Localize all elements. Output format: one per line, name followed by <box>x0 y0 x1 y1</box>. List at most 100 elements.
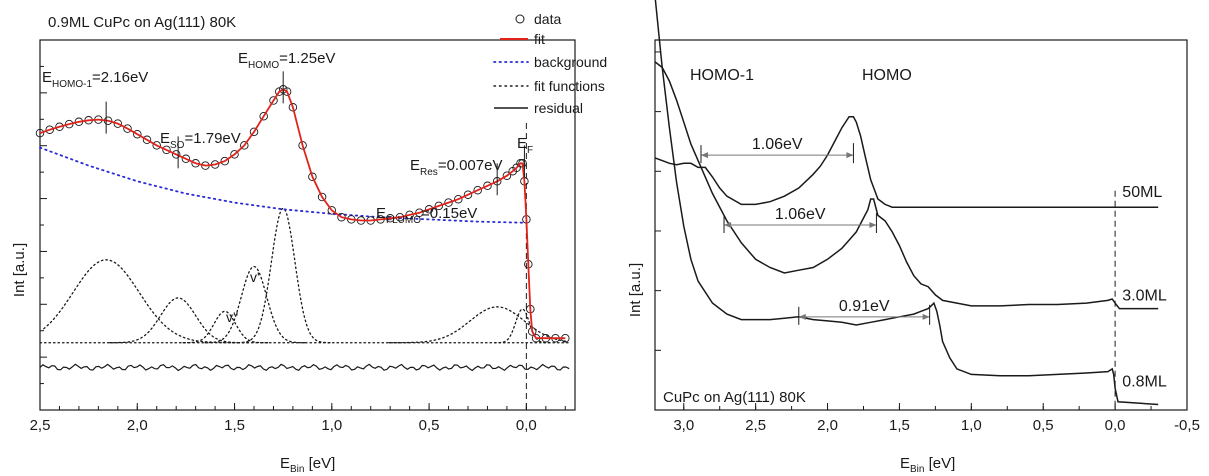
left-data-point <box>123 124 132 133</box>
left-annotation-ef: EF <box>517 135 533 156</box>
left-data-point <box>35 128 45 138</box>
right-x-tick-label: 3,0 <box>673 417 694 434</box>
right-arrow-head-right <box>869 222 877 228</box>
left-data-point <box>249 127 259 137</box>
right-chart-title: CuPc on Ag(111) 80K <box>663 389 806 406</box>
right-x-tick-label: 1,0 <box>961 417 982 434</box>
left-data-point <box>269 96 278 105</box>
right-energy-gap-label: 0.91eV <box>839 298 890 315</box>
right-energy-gap-label: 1.06eV <box>775 206 826 223</box>
left-x-tick-label: 2,5 <box>30 417 51 434</box>
right-x-tick-label: 2,0 <box>817 417 838 434</box>
left-fit-function-peak <box>202 265 306 344</box>
right-spectrum-0.8ML <box>654 0 1159 406</box>
legend-fit-label: fit <box>534 31 545 47</box>
left-data-point <box>259 111 268 121</box>
right-arrow-head-left <box>701 152 709 159</box>
right-series-label: 3.0ML <box>1122 288 1167 305</box>
right-y-ticks <box>655 51 661 351</box>
left-fit-function-peak <box>235 207 331 344</box>
left-fit-function-peak <box>42 259 240 344</box>
right-arrow-head-left <box>724 222 732 228</box>
left-x-tick-label: 0,5 <box>419 417 440 434</box>
legend-fitfunctions-label: fit functions <box>534 78 605 94</box>
left-fit-function-peak <box>181 310 269 344</box>
left-data-point <box>298 141 307 150</box>
right-x-axis-label: EBin [eV] <box>900 455 955 475</box>
left-x-tick-label: 2,0 <box>127 417 148 434</box>
right-energy-gap-label: 1.06eV <box>752 136 803 153</box>
right-arrow-head-left <box>798 313 806 320</box>
left-data-point <box>230 150 239 159</box>
left-fit-function-peak <box>107 297 249 344</box>
legend-data-label: data <box>534 11 561 27</box>
right-arrow-head-right <box>846 152 854 159</box>
legend-background-label: background <box>534 54 607 70</box>
left-data-point <box>240 141 249 150</box>
left-data-point <box>133 129 142 139</box>
right-x-tick-label: 2,5 <box>745 417 766 434</box>
left-background-curve <box>39 146 528 224</box>
left-data-point <box>162 145 171 155</box>
left-data-point <box>152 141 161 150</box>
left-x-ticks: 2,5 2,0 1,5 1,0 0,5 0,0 <box>30 403 566 434</box>
left-data-point <box>463 190 473 199</box>
left-annotation-so: ESO=1.79eV <box>160 130 241 151</box>
left-x-tick-label: 0,0 <box>516 417 537 434</box>
right-panel: 3,0 2,5 2,0 1,5 1,0 0,5 0,0 -0,5 1.06eV 1.06eV 0.… <box>627 0 1200 475</box>
right-x-tick-label: -0,5 <box>1174 417 1200 434</box>
left-data-point <box>502 171 512 180</box>
left-y-ticks <box>40 39 47 411</box>
left-data-point <box>444 198 453 207</box>
left-x-axis-label: EBin [eV] <box>280 455 335 475</box>
left-fit-function-peak <box>494 308 551 344</box>
left-data-point <box>308 172 317 182</box>
right-x-ticks: 3,0 2,5 2,0 1,5 1,0 0,5 0,0 -0,5 <box>673 403 1200 434</box>
left-x-tick-label: 1,0 <box>321 417 342 434</box>
left-data-point <box>45 125 54 134</box>
left-data-point <box>142 135 152 145</box>
left-data-point <box>181 154 191 164</box>
left-data-point <box>113 119 123 128</box>
right-y-axis-label: Int [a.u.] <box>627 263 644 317</box>
right-homo-label: HOMO <box>862 67 912 84</box>
left-x-tick-label: 1,5 <box>224 417 245 434</box>
right-x-tick-label: 0,5 <box>1033 417 1054 434</box>
left-annotation-res: ERes=0.007eV <box>410 157 502 178</box>
right-series-label: 50ML <box>1122 184 1162 201</box>
left-data-point <box>55 122 64 132</box>
left-peak-label-v1: v' <box>250 269 260 285</box>
left-data-point <box>327 206 337 215</box>
right-spectrum-50ML <box>654 115 1159 208</box>
left-data-point <box>473 185 482 195</box>
left-chart-title: 0.9ML CuPc on Ag(111) 80K <box>48 14 236 31</box>
left-data-point <box>317 192 327 202</box>
left-plot-frame <box>39 39 576 411</box>
right-plot-frame <box>654 39 1188 411</box>
left-data-point <box>483 181 492 191</box>
right-x-tick-label: 0,0 <box>1105 417 1126 434</box>
left-annotation-homo: EHOMO=1.25eV <box>238 50 335 71</box>
left-fit-functions <box>39 207 570 344</box>
left-legend: data fit background fit functions residu… <box>493 11 607 116</box>
legend-data-marker <box>515 14 525 24</box>
left-residual-line <box>39 363 570 372</box>
left-annotation-homo1: EHOMO-1=2.16eV <box>42 69 148 90</box>
right-spectrum-3.0ML <box>654 61 1159 310</box>
left-data-point <box>454 194 463 204</box>
left-data-point <box>171 150 181 159</box>
left-data-point <box>434 201 444 211</box>
left-data-point <box>288 103 298 112</box>
right-series-group <box>654 0 1159 406</box>
right-series-labels: 50ML 3.0ML 0.8ML <box>1122 184 1167 390</box>
left-y-axis-label: Int [a.u.] <box>11 243 28 297</box>
left-peak-label-v2: v'' <box>226 309 238 325</box>
right-arrow-head-right <box>922 313 930 320</box>
right-series-label: 0.8ML <box>1122 373 1167 390</box>
left-annotation-flumo: EFLUMO=0.15eV <box>376 205 477 226</box>
right-x-tick-label: 1,5 <box>889 417 910 434</box>
left-panel: 2,5 2,0 1,5 1,0 0,5 0,0 0.9ML CuPc on Ag(111)… <box>11 11 607 475</box>
left-data-point <box>220 156 230 166</box>
legend-residual-label: residual <box>534 100 583 116</box>
